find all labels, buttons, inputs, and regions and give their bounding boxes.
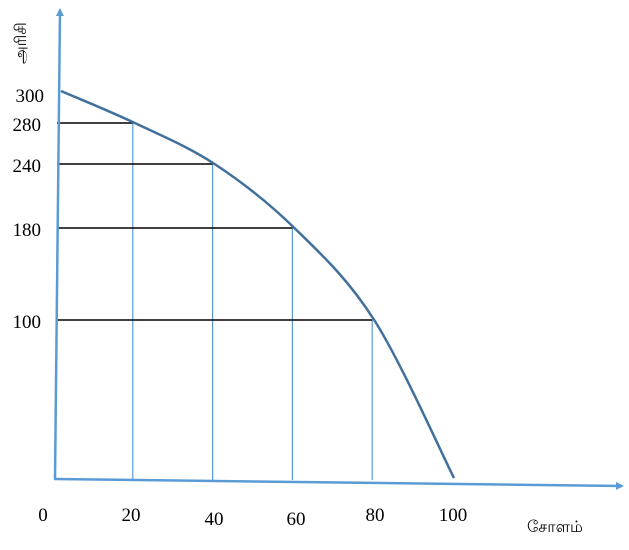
y-axis [53, 8, 64, 480]
y-tick-labels: 300 280 240 180 100 [13, 86, 45, 333]
x-tick-label: 100 [439, 505, 468, 526]
y-tick-label: 180 [13, 220, 42, 241]
x-tick-labels: 0 20 40 60 80 100 [38, 505, 467, 530]
y-tick-label: 240 [13, 156, 42, 177]
x-axis [53, 477, 624, 490]
x-tick-label: 40 [205, 509, 224, 530]
y-tick-label: 100 [13, 312, 42, 333]
x-tick-label: 60 [287, 509, 306, 530]
x-tick-label: 0 [38, 505, 48, 526]
x-axis-label: சோளம் [527, 517, 583, 536]
x-tick-label: 20 [122, 505, 141, 526]
guide-lines [57, 122, 373, 480]
production-possibility-curve [60, 89, 456, 479]
y-tick-label: 280 [13, 115, 42, 136]
y-axis-label: அரிசி [11, 22, 30, 64]
y-tick-label: 300 [16, 86, 45, 107]
x-tick-label: 80 [366, 505, 385, 526]
